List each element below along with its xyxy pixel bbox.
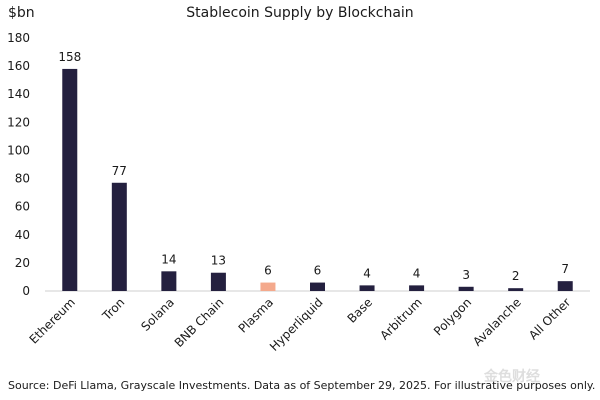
y-tick-label-60: 60 — [15, 200, 30, 214]
data-label-tron: 77 — [112, 164, 127, 178]
y-tick-label-180: 180 — [7, 31, 30, 45]
x-tick-label-ethereum: Ethereum — [27, 295, 78, 346]
y-tick-label-80: 80 — [15, 172, 30, 186]
bar-all-other — [557, 281, 573, 291]
data-label-hyperliquid: 6 — [314, 264, 322, 278]
y-tick-label-20: 20 — [15, 256, 30, 270]
chart-title: Stablecoin Supply by Blockchain — [186, 5, 414, 21]
data-label-plasma: 6 — [264, 264, 272, 278]
data-label-bnb-chain: 13 — [211, 254, 226, 268]
data-label-avalanche: 2 — [512, 269, 520, 283]
bar-polygon — [458, 286, 474, 291]
bar-tron — [111, 182, 127, 291]
y-tick-label-40: 40 — [15, 228, 30, 242]
y-tick-label-120: 120 — [7, 115, 30, 129]
data-label-arbitrum: 4 — [413, 266, 421, 280]
x-tick-label-polygon: Polygon — [431, 295, 474, 338]
x-tick-label-solana: Solana — [138, 295, 177, 334]
bar-ethereum — [62, 68, 78, 291]
bar-solana — [161, 271, 177, 291]
y-tick-label-100: 100 — [7, 143, 30, 157]
x-tick-label-arbitrum: Arbitrum — [377, 295, 424, 342]
bar-plasma — [260, 282, 276, 291]
x-tick-label-all-other: All Other — [526, 295, 573, 342]
bar-base — [359, 285, 375, 291]
x-tick-label-avalanche: Avalanche — [470, 295, 524, 349]
y-tick-label-140: 140 — [7, 87, 30, 101]
y-axis-label: $bn — [8, 5, 35, 21]
data-label-base: 4 — [363, 266, 371, 280]
y-tick-label-0: 0 — [22, 284, 30, 298]
bar-bnb-chain — [210, 272, 226, 291]
bar-arbitrum — [409, 285, 425, 291]
data-label-polygon: 3 — [462, 268, 470, 282]
x-tick-label-plasma: Plasma — [236, 295, 276, 335]
x-tick-label-base: Base — [345, 295, 376, 326]
bar-avalanche — [508, 288, 524, 291]
x-tick-label-bnb-chain: BNB Chain — [172, 295, 227, 350]
data-label-ethereum: 158 — [58, 50, 81, 64]
bar-hyperliquid — [310, 282, 325, 291]
y-tick-label-160: 160 — [7, 59, 30, 73]
x-tick-label-tron: Tron — [99, 295, 127, 323]
x-tick-label-hyperliquid: Hyperliquid — [267, 295, 326, 354]
watermark-text: 金色财经 — [484, 369, 540, 385]
source-note: Source: DeFi Llama, Grayscale Investment… — [8, 379, 596, 392]
data-label-all-other: 7 — [561, 262, 569, 276]
data-label-solana: 14 — [161, 252, 176, 266]
